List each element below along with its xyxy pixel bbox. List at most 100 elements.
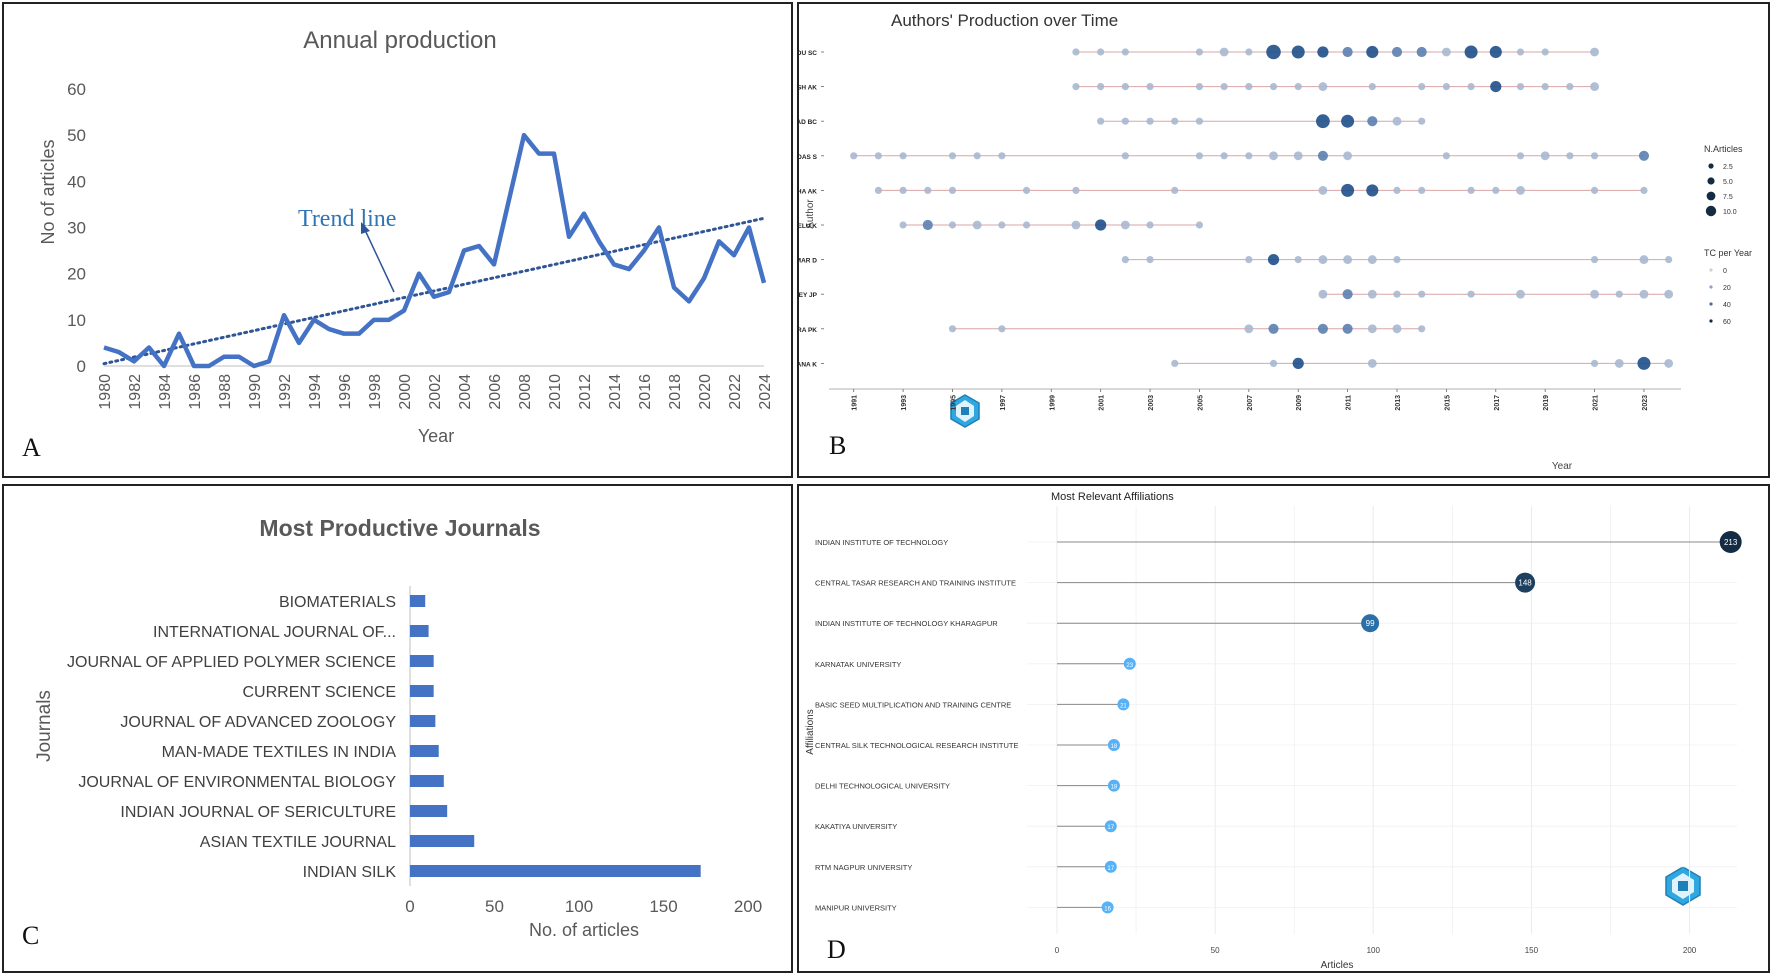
- legend-size-dot: [1708, 163, 1714, 169]
- bar: [410, 655, 434, 667]
- series-line: [103, 132, 767, 369]
- x-tick-label: 2021: [1593, 395, 1600, 411]
- author-point: [1072, 48, 1080, 56]
- category-label: INDIAN SILK: [303, 864, 397, 881]
- author-point: [1516, 185, 1525, 195]
- lollipop-dot: [1117, 698, 1130, 711]
- author-point: [1244, 324, 1254, 334]
- trend-arrow: [364, 229, 395, 293]
- author-point: [1022, 221, 1031, 229]
- panel-letter: C: [22, 921, 39, 950]
- author-point: [1516, 83, 1525, 91]
- author-point: [1541, 48, 1549, 56]
- x-tick-label: 2013: [1395, 395, 1402, 411]
- author-point: [1317, 323, 1328, 334]
- author-point: [948, 152, 957, 160]
- author-point: [1638, 150, 1650, 161]
- legend-color-dot: [1709, 302, 1713, 306]
- legend-color-label: 0: [1723, 268, 1727, 275]
- x-tick-label: 0: [1055, 946, 1060, 955]
- author-point: [899, 186, 907, 194]
- author-point: [1614, 358, 1624, 368]
- author-point: [1637, 356, 1651, 370]
- value-label: 18: [1111, 785, 1118, 791]
- y-tick-label: 50: [67, 126, 86, 145]
- lollipop-dot: [1123, 657, 1136, 670]
- author-point: [1540, 151, 1550, 161]
- author-point: [1392, 324, 1402, 334]
- author-point: [1317, 150, 1328, 161]
- x-tick-label: 1982: [127, 374, 144, 410]
- author-point: [1097, 83, 1105, 91]
- legend-size-label: 7.5: [1723, 194, 1733, 201]
- author-point: [1664, 289, 1674, 299]
- author-point: [1267, 254, 1280, 266]
- author-point: [1146, 221, 1154, 229]
- x-tick-label: 2024: [757, 374, 774, 410]
- category-label: CURRENT SCIENCE: [243, 684, 397, 701]
- x-tick-label: 2001: [1099, 395, 1106, 411]
- lollipop-dot: [1719, 531, 1742, 553]
- author-point: [1590, 289, 1599, 299]
- author-point: [874, 186, 882, 194]
- authors-production-chart: Authors' Production over Time Author Yea…: [799, 11, 1752, 472]
- author-point: [1268, 323, 1279, 334]
- author-point: [1541, 83, 1549, 91]
- author-point: [1566, 152, 1574, 160]
- value-label: 16: [1104, 906, 1111, 912]
- legend-size-label: 5.0: [1723, 179, 1733, 186]
- lollipop-dot: [1107, 739, 1120, 751]
- value-label: 18: [1111, 744, 1118, 750]
- category-label: JOURNAL OF APPLIED POLYMER SCIENCE: [67, 654, 396, 671]
- lollipop-dot: [1104, 820, 1117, 833]
- author-point: [1121, 83, 1129, 91]
- legend-color-label: 20: [1723, 285, 1731, 292]
- x-tick-label: 200: [734, 897, 762, 916]
- author-point: [1393, 256, 1401, 264]
- value-label: 148: [1518, 579, 1532, 588]
- author-point: [1418, 117, 1426, 125]
- author-point: [1266, 44, 1281, 60]
- author-point: [1590, 47, 1599, 57]
- x-tick-label: 2015: [1444, 395, 1451, 411]
- chart-title: Annual production: [303, 27, 496, 54]
- y-tick-label: 60: [67, 80, 86, 99]
- author-point: [1368, 83, 1376, 91]
- author-point: [1220, 152, 1228, 160]
- author-point: [1441, 47, 1451, 57]
- affiliation-label: RTM NAGPUR UNIVERSITY: [815, 863, 912, 872]
- author-point: [1490, 81, 1502, 93]
- author-point: [1367, 324, 1377, 334]
- author-point: [1416, 46, 1427, 58]
- y-tick-label: 10: [67, 311, 86, 330]
- x-tick-label: 150: [1525, 946, 1539, 955]
- value-label: 99: [1366, 619, 1375, 628]
- affiliation-label: MANIPUR UNIVERSITY: [815, 903, 897, 912]
- author-point: [1640, 186, 1648, 194]
- x-tick-label: 1998: [367, 374, 384, 410]
- y-tick-label: 40: [67, 172, 86, 191]
- author-point: [1171, 359, 1179, 367]
- legend-size-title: N.Articles: [1704, 144, 1743, 154]
- author-point: [1318, 255, 1328, 265]
- author-label: PRASAD BC: [799, 119, 817, 126]
- lollipop-dot: [1107, 779, 1120, 792]
- author-point: [972, 220, 982, 230]
- author-point: [1294, 83, 1302, 91]
- author-point: [1665, 256, 1673, 264]
- author-label: DAS S: [799, 154, 818, 161]
- author-point: [1195, 117, 1204, 125]
- x-tick-label: 2018: [667, 374, 684, 410]
- affiliation-label: BASIC SEED MULTIPLICATION AND TRAINING C…: [815, 700, 1011, 709]
- trend-line: [102, 216, 766, 366]
- y-tick-label: 30: [67, 219, 86, 238]
- trend-line-label: Trend line: [298, 206, 396, 232]
- author-point: [1343, 255, 1353, 265]
- author-point: [1120, 220, 1130, 230]
- x-tick-label: 0: [405, 897, 414, 916]
- chart-title: Authors' Production over Time: [891, 11, 1118, 30]
- author-point: [1318, 82, 1328, 92]
- category-label: JOURNAL OF ENVIRONMENTAL BIOLOGY: [78, 774, 396, 791]
- author-point: [1097, 48, 1105, 56]
- x-tick-label: 2022: [727, 374, 744, 410]
